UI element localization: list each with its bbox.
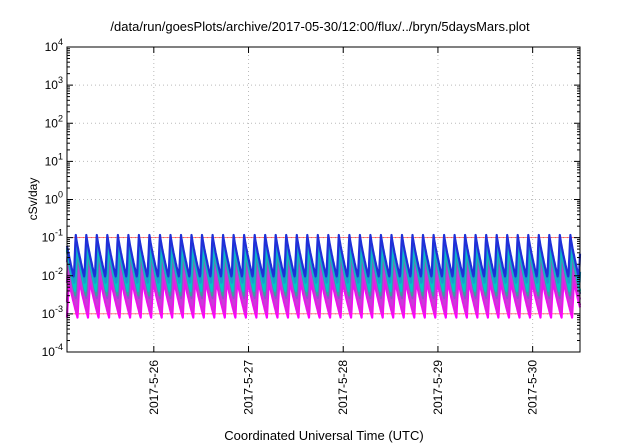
x-axis-label: Coordinated Universal Time (UTC) <box>224 428 424 443</box>
y-tick-labels: 10-4 10-3 10-2 10-1 100 101 102 103 104 <box>42 37 63 359</box>
series-line <box>65 233 582 278</box>
series-layer <box>65 233 582 319</box>
y-tick-label: 102 <box>45 113 63 130</box>
y-tick-label: 100 <box>45 190 63 207</box>
y-tick-label: 104 <box>45 37 63 54</box>
y-axis-label: cSv/day <box>26 178 40 221</box>
y-tick-label: 10-3 <box>42 304 63 321</box>
y-tick-label: 10-1 <box>42 228 63 245</box>
chart-title: /data/run/goesPlots/archive/2017-05-30/1… <box>110 19 530 34</box>
x-tick-label: 2017-5-27 <box>242 360 256 415</box>
y-tick-label: 10-4 <box>42 342 63 359</box>
x-tick-label: 2017-5-30 <box>526 360 540 415</box>
x-tick-label: 2017-5-29 <box>431 360 445 415</box>
x-tick-label: 2017-5-28 <box>336 360 350 415</box>
tick-layer <box>67 46 580 353</box>
y-tick-label: 10-2 <box>42 266 63 283</box>
y-tick-label: 103 <box>45 75 63 92</box>
y-tick-label: 101 <box>45 151 63 168</box>
x-tick-labels: 2017-5-26 2017-5-27 2017-5-28 2017-5-29 2017… <box>147 360 540 415</box>
grid-layer <box>67 47 580 352</box>
x-tick-label: 2017-5-26 <box>147 360 161 415</box>
